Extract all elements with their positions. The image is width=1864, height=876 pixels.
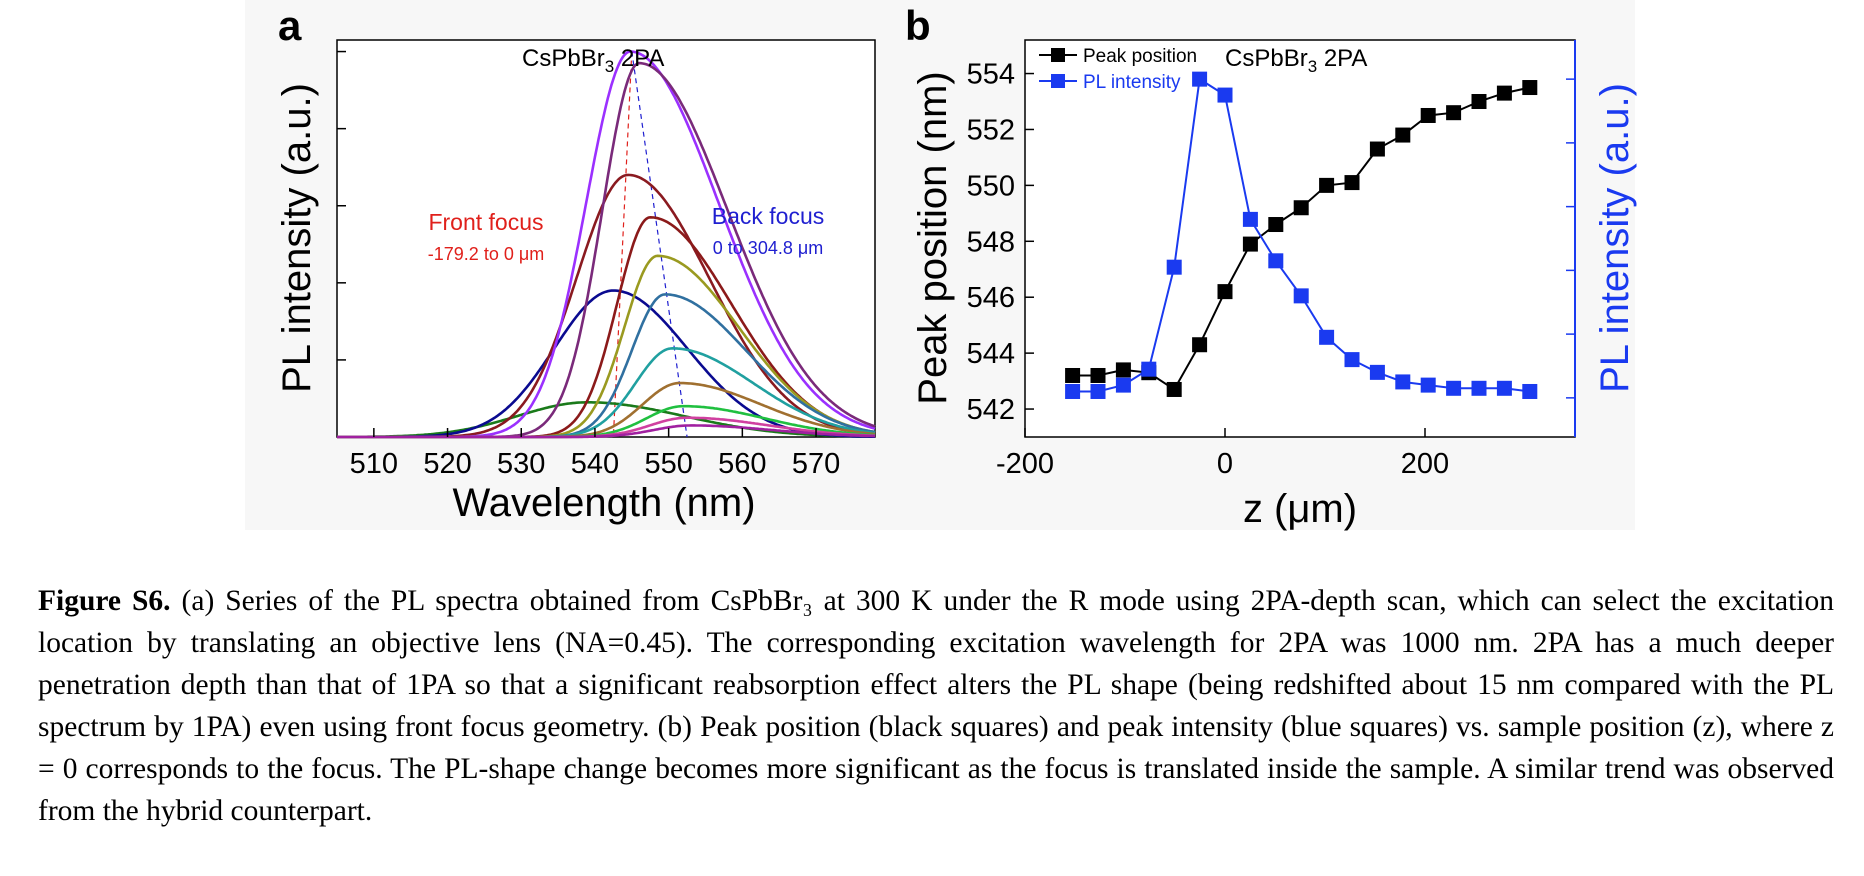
series-1-point-2 — [1090, 367, 1106, 383]
series-2-point-12 — [1344, 352, 1360, 368]
series-2-point-6 — [1192, 71, 1208, 87]
panel-b-y-tick-label-544: 544 — [967, 338, 1015, 370]
series-1-point-10 — [1293, 200, 1309, 216]
series-1-point-17 — [1471, 94, 1487, 110]
series-2-point-5 — [1166, 259, 1182, 275]
panel-b-y-tick-label-552: 552 — [967, 114, 1015, 146]
series-2-point-13 — [1369, 364, 1385, 380]
panel-a-peak-guides — [612, 51, 688, 438]
front-focus-label: Front focus — [428, 209, 543, 235]
series-1-point-18 — [1496, 85, 1512, 101]
panel-a-x-label: Wavelength (nm) — [452, 481, 755, 525]
series-2-point-1 — [1065, 383, 1081, 399]
panel-b-x-label: z (μm) — [1243, 487, 1357, 531]
series-1-point-12 — [1344, 175, 1360, 191]
panel-a-x-ticks: 510 520 530 540 550 560 570 — [350, 428, 840, 480]
spectrum-curve-13 — [337, 424, 875, 439]
panel-b-legend: Peak position PL intensity — [1039, 46, 1197, 93]
series-1-point-15 — [1420, 107, 1436, 123]
panel-a-x-tick-label-530: 530 — [497, 448, 545, 480]
title-text: CsPbBr — [1225, 45, 1308, 72]
panel-b: b 542 544 546 548 550 552 554 -200 0 200 Peak po… — [905, 2, 1637, 531]
series-2-point-7 — [1217, 87, 1233, 103]
front-focus-range: -179.2 to 0 μm — [428, 244, 544, 264]
legend-marker-1 — [1051, 48, 1065, 62]
series-2-point-10 — [1293, 288, 1309, 304]
series-1-point-14 — [1395, 127, 1411, 143]
back-focus-guide — [631, 51, 688, 438]
panel-a-y-ticks — [337, 50, 346, 361]
panel-b-frame — [1024, 39, 1576, 438]
series-2-point-9 — [1268, 253, 1284, 269]
series-1-point-13 — [1369, 141, 1385, 157]
panel-a-letter: a — [278, 2, 302, 49]
series-2-point-8 — [1242, 211, 1258, 227]
front-focus-guide — [612, 51, 633, 438]
title-text: CsPbBr — [522, 45, 605, 72]
panel-a-x-tick-label-520: 520 — [423, 448, 471, 480]
panel-b-x-tick-label-0: 0 — [1217, 448, 1233, 480]
panel-b-x-tick-label--200: -200 — [996, 448, 1054, 480]
series-1-point-16 — [1446, 105, 1462, 121]
title-subscript: 3 — [605, 57, 614, 76]
panel-b-y-tick-label-548: 548 — [967, 226, 1015, 258]
panel-a-y-label: PL intensity (a.u.) — [275, 83, 319, 393]
series-2-point-19 — [1522, 383, 1538, 399]
series-1-point-6 — [1192, 337, 1208, 353]
panel-a-x-tick-label-510: 510 — [350, 448, 398, 480]
panel-b-title: CsPbBr3 2PA — [1225, 45, 1367, 76]
caption-text: (a) Series of the PL spectra obtained fr… — [38, 585, 1835, 827]
title-tail: 2PA — [1317, 45, 1367, 72]
series-2-point-15 — [1420, 377, 1436, 393]
panel-a-x-tick-label-560: 560 — [718, 448, 766, 480]
series-2-point-2 — [1090, 383, 1106, 399]
panel-b-letter: b — [905, 2, 931, 49]
legend-marker-2 — [1051, 74, 1065, 88]
series-1-point-1 — [1065, 367, 1081, 383]
panel-b-y-label: Peak position (nm) — [911, 71, 955, 404]
series-1-point-7 — [1217, 284, 1233, 300]
series-1-point-5 — [1166, 381, 1182, 397]
series-2-point-18 — [1496, 380, 1512, 396]
panel-b-y2-label: PL intensity (a.u.) — [1593, 83, 1637, 393]
panel-b-y-ticks: 542 544 546 548 550 552 554 — [967, 59, 1034, 426]
figure: a 510 520 530 540 550 560 570 CsPbBr3 2PA Fron… — [275, 2, 1637, 531]
series-1-point-11 — [1319, 177, 1335, 193]
series-1-point-3 — [1115, 362, 1131, 378]
legend-label-2: PL intensity — [1083, 72, 1181, 93]
panel-b-y2-ticks — [1566, 78, 1575, 399]
series-2-point-11 — [1319, 329, 1335, 345]
panel-b-y-tick-label-554: 554 — [967, 59, 1015, 91]
figure-caption: Figure S6. (a) Series of the PL spectra … — [38, 580, 1834, 832]
caption-lead: Figure S6. — [38, 585, 171, 617]
back-focus-range: 0 to 304.8 μm — [713, 238, 823, 258]
series-2-point-14 — [1395, 374, 1411, 390]
panel-b-x-ticks: -200 0 200 — [996, 428, 1449, 480]
panel-b-y-tick-label-550: 550 — [967, 170, 1015, 202]
series-2-point-17 — [1471, 380, 1487, 396]
panel-b-x-tick-label-200: 200 — [1401, 448, 1449, 480]
series-2-point-3 — [1115, 377, 1131, 393]
spectrum-curve-1 — [337, 401, 875, 439]
series-1-point-9 — [1268, 217, 1284, 233]
series-2-point-16 — [1446, 380, 1462, 396]
title-tail: 2PA — [614, 45, 664, 72]
panel-b-y-tick-label-546: 546 — [967, 282, 1015, 314]
series-2-point-4 — [1141, 361, 1157, 377]
series-1-point-19 — [1522, 80, 1538, 96]
panel-b-y-tick-label-542: 542 — [967, 394, 1015, 426]
panel-a-x-tick-label-550: 550 — [644, 448, 692, 480]
panel-a-title: CsPbBr3 2PA — [522, 45, 664, 76]
panel-a-spectra — [337, 50, 876, 439]
panel-a-x-tick-label-540: 540 — [571, 448, 619, 480]
series-1-point-8 — [1242, 236, 1258, 252]
legend-label-1: Peak position — [1083, 46, 1197, 67]
panel-b-markers — [1065, 71, 1538, 399]
back-focus-label: Back focus — [712, 203, 825, 229]
panel-a: a 510 520 530 540 550 560 570 CsPbBr3 2PA Fron… — [275, 2, 876, 525]
panel-a-x-tick-label-570: 570 — [792, 448, 840, 480]
title-subscript: 3 — [1308, 57, 1317, 76]
